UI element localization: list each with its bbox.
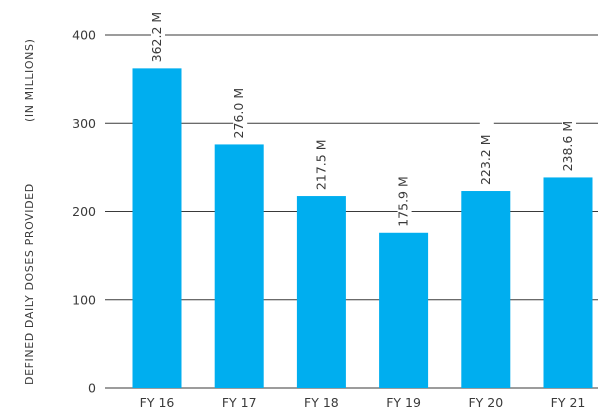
data-label: 223.2 M [478,134,493,185]
y-tick-label: 100 [72,292,96,307]
data-label-background [397,162,412,229]
y-axis-title: DEFINED DAILY DOSES PROVIDED (IN MILLION… [23,39,36,385]
data-label: 362.2 M [149,12,164,63]
x-category-label: FY 21 [551,395,586,410]
data-label-background [233,74,248,141]
data-label: 217.5 M [313,140,328,191]
bar [296,196,346,388]
data-label-background [562,107,576,174]
data-label-background [315,126,330,193]
x-category-label: FY 20 [468,395,503,410]
data-label: 276.0 M [231,88,246,139]
gridlines [105,34,598,389]
y-axis-ticks: 0 100 200 300 400 [72,28,96,396]
y-tick-label: 400 [72,28,96,43]
x-category-label: FY 18 [304,395,339,410]
bars [132,68,593,389]
y-axis-label: DEFINED DAILY DOSES PROVIDED [23,183,36,385]
x-axis-categories: FY 16 FY 17 FY 18 FY 19 FY 20 FY 21 [140,395,586,410]
y-axis-unit: (IN MILLIONS) [23,39,36,122]
data-label-background [151,0,165,65]
bar [132,68,182,389]
data-labels: 362.2 M 276.0 M 217.5 M 175.9 M 223.2 M 238.6… [149,0,576,229]
y-tick-label: 300 [72,116,96,131]
bar [461,191,511,388]
y-tick-label: 200 [72,204,96,219]
data-label-background [479,121,494,188]
x-category-label: FY 19 [386,395,421,410]
bar [379,232,429,388]
bar [214,144,264,388]
y-tick-label: 0 [88,381,96,396]
data-label: 175.9 M [396,176,411,227]
bar [543,177,593,388]
x-category-label: FY 17 [222,395,257,410]
x-category-label: FY 16 [140,395,175,410]
data-label: 238.6 M [560,121,575,172]
